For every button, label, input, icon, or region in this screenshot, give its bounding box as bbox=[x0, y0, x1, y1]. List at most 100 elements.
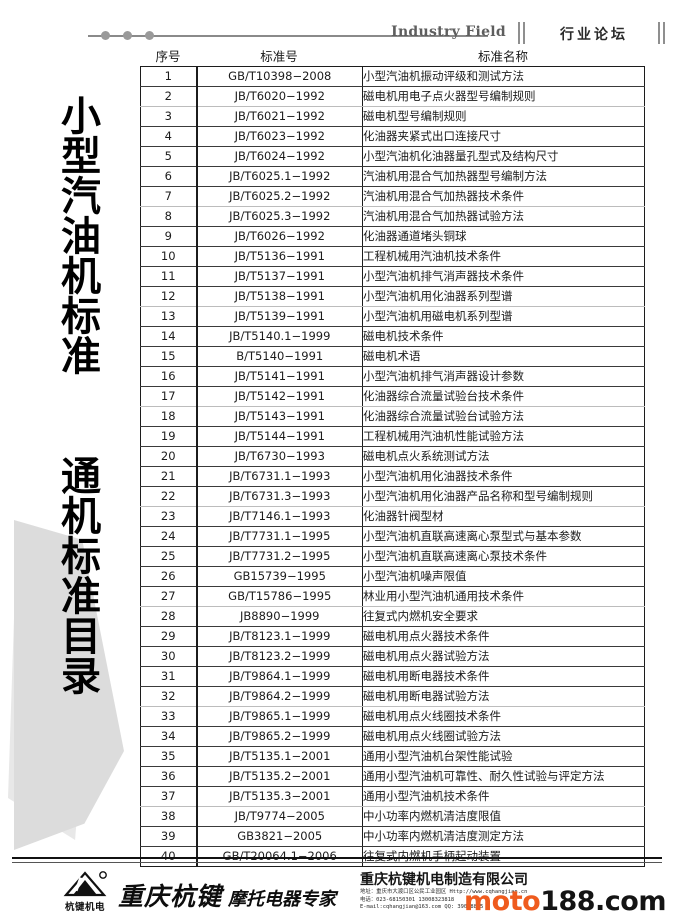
table-row: 8 JB/T6025.3−1992 汽油机用混合气加热器试验方法 bbox=[140, 206, 645, 227]
double-bar-divider-icon bbox=[518, 22, 526, 44]
dot-icon bbox=[123, 31, 132, 40]
cell-standard-name: 化油器通道堵头铜球 bbox=[362, 226, 645, 247]
cell-standard-code: JB/T5144−1991 bbox=[196, 426, 363, 447]
cell-standard-code: JB/T9864.2−1999 bbox=[196, 686, 363, 707]
cell-no: 21 bbox=[140, 466, 198, 487]
cell-no: 9 bbox=[140, 226, 198, 247]
cell-standard-name: 工程机械用汽油机技术条件 bbox=[362, 246, 645, 267]
standards-table-wrapper: 序号 标准号 标准名称 1 GB/T10398−2008 小型汽油机振动评级和测试方… bbox=[140, 46, 645, 867]
header-chinese-label: 行业论坛 bbox=[560, 27, 628, 43]
cell-standard-name: 林业用小型汽油机通用技术条件 bbox=[362, 586, 645, 607]
cell-no: 34 bbox=[140, 726, 198, 747]
page-footer: 杭键机电 重庆杭键 摩托电器专家 moto188.com bbox=[0, 855, 674, 921]
table-row: 14 JB/T5140.1−1999 磁电机技术条件 bbox=[140, 326, 645, 347]
table-row: 2 JB/T6020−1992 磁电机用电子点火器型号编制规则 bbox=[140, 86, 645, 107]
table-row: 36 JB/T5135.2−2001 通用小型汽油机可靠性、耐久性试验与评定方法 bbox=[140, 766, 645, 787]
cell-standard-name: 磁电机用断电器技术条件 bbox=[362, 666, 645, 687]
column-header-name: 标准名称 bbox=[477, 49, 528, 64]
cell-standard-code: JB/T9774−2005 bbox=[196, 806, 363, 827]
cell-standard-code: B/T5140−1991 bbox=[196, 346, 363, 367]
cell-no: 7 bbox=[140, 186, 198, 207]
brand-main: 重庆杭键 bbox=[118, 882, 223, 911]
site-watermark: moto188.com bbox=[464, 887, 666, 917]
cell-standard-code: GB15739−1995 bbox=[196, 566, 363, 587]
table-row: 25 JB/T7731.2−1995 小型汽油机直联高速离心泵技术条件 bbox=[140, 546, 645, 567]
cell-standard-code: JB/T5138−1991 bbox=[196, 286, 363, 307]
table-row: 6 JB/T6025.1−1992 汽油机用混合气加热器型号编制方法 bbox=[140, 166, 645, 187]
cell-no: 11 bbox=[140, 266, 198, 287]
table-row: 21 JB/T6731.1−1993 小型汽油机用化油器技术条件 bbox=[140, 466, 645, 487]
cell-standard-code: JB/T9865.1−1999 bbox=[196, 706, 363, 727]
cell-standard-name: 工程机械用汽油机性能试验方法 bbox=[362, 426, 645, 447]
cell-standard-code: JB/T8123.2−1999 bbox=[196, 646, 363, 667]
company-address: 地址：重庆市大渡口区公民工业园区 Http://www.cqhangjian.c… bbox=[360, 889, 528, 895]
cell-standard-name: 磁电机用电子点火器型号编制规则 bbox=[362, 86, 645, 107]
table-row: 9 JB/T6026−1992 化油器通道堵头铜球 bbox=[140, 226, 645, 247]
cell-standard-code: JB/T9865.2−1999 bbox=[196, 726, 363, 747]
company-info-block: 重庆杭键机电制造有限公司 地址：重庆市大渡口区公民工业园区 Http://www… bbox=[360, 869, 610, 912]
header-english-label: Industry Field bbox=[391, 24, 506, 40]
company-email: E-mail:cqhangjian@163.com QQ: 39098815 bbox=[360, 904, 484, 911]
table-row: 13 JB/T5139−1991 小型汽油机用磁电机系列型谱 bbox=[140, 306, 645, 327]
cell-standard-code: JB/T6020−1992 bbox=[196, 86, 363, 107]
footer-rule-icon bbox=[12, 857, 662, 860]
cell-standard-code: JB/T6024−1992 bbox=[196, 146, 363, 167]
cell-standard-name: 小型汽油机振动评级和测试方法 bbox=[362, 66, 645, 87]
cell-standard-name: 通用小型汽油机可靠性、耐久性试验与评定方法 bbox=[362, 766, 645, 787]
standards-table: 1 GB/T10398−2008 小型汽油机振动评级和测试方法 2 JB/T6020−1… bbox=[140, 66, 645, 867]
cell-standard-name: 往复式内燃机手柄起动装置 bbox=[363, 849, 501, 863]
cell-no: 2 bbox=[140, 86, 198, 107]
cell-standard-name: 小型汽油机用磁电机系列型谱 bbox=[362, 306, 645, 327]
cell-no: 19 bbox=[140, 426, 198, 447]
cell-standard-name: 小型汽油机用化油器系列型谱 bbox=[362, 286, 645, 307]
cell-no: 29 bbox=[140, 626, 198, 647]
cell-no: 27 bbox=[140, 586, 198, 607]
cell-standard-name: 化油器夹紧式出口连接尺寸 bbox=[362, 126, 645, 147]
cell-standard-code: JB/T7731.1−1995 bbox=[196, 526, 363, 547]
cell-standard-code: GB/T15786−1995 bbox=[196, 586, 363, 607]
cell-standard-code: JB/T7731.2−1995 bbox=[196, 546, 363, 567]
table-row: 18 JB/T5143−1991 化油器综合流量试验台试验方法 bbox=[140, 406, 645, 427]
cell-standard-code: JB/T7146.1−1993 bbox=[196, 506, 363, 527]
table-row: 40 GB/T20064.1−2006 往复式内燃机手柄起动装置 bbox=[140, 846, 645, 867]
cell-no: 36 bbox=[140, 766, 198, 787]
table-row: 33 JB/T9865.1−1999 磁电机用点火线圈技术条件 bbox=[140, 706, 645, 727]
cell-no: 15 bbox=[140, 346, 198, 367]
cell-no: 40 bbox=[140, 846, 198, 867]
cell-no: 22 bbox=[140, 486, 198, 507]
table-row: 35 JB/T5135.1−2001 通用小型汽油机台架性能试验 bbox=[140, 746, 645, 767]
table-row: 10 JB/T5136−1991 工程机械用汽油机技术条件 bbox=[140, 246, 645, 267]
cell-no: 16 bbox=[140, 366, 198, 387]
cell-standard-code: JB/T5141−1991 bbox=[196, 366, 363, 387]
cell-standard-code: JB/T6026−1992 bbox=[196, 226, 363, 247]
cell-standard-code: JB/T6731.3−1993 bbox=[196, 486, 363, 507]
cell-standard-code: JB/T6025.2−1992 bbox=[196, 186, 363, 207]
cell-standard-code: JB/T6731.1−1993 bbox=[196, 466, 363, 487]
table-row: 39 GB3821−2005 中小功率内燃机清洁度测定方法 bbox=[140, 826, 645, 847]
cell-no: 39 bbox=[140, 826, 198, 847]
cell-standard-name: 小型汽油机排气消声器技术条件 bbox=[362, 266, 645, 287]
cell-standard-name: 磁电机点火系统测试方法 bbox=[362, 446, 645, 467]
double-bar-divider-icon bbox=[658, 22, 666, 44]
cell-standard-code: JB/T5143−1991 bbox=[196, 406, 363, 427]
cell-no: 14 bbox=[140, 326, 198, 347]
table-row: 31 JB/T9864.1−1999 磁电机用断电器技术条件 bbox=[140, 666, 645, 687]
cell-standard-name: 汽油机用混合气加热器技术条件 bbox=[362, 186, 645, 207]
cell-no: 18 bbox=[140, 406, 198, 427]
cell-standard-code: JB/T6025.1−1992 bbox=[196, 166, 363, 187]
cell-no: 33 bbox=[140, 706, 198, 727]
cell-standard-name: 通用小型汽油机技术条件 bbox=[362, 786, 645, 807]
table-row: 30 JB/T8123.2−1999 磁电机用点火器试验方法 bbox=[140, 646, 645, 667]
cell-standard-name: 化油器针阀型材 bbox=[362, 506, 645, 527]
table-row: 26 GB15739−1995 小型汽油机噪声限值 bbox=[140, 566, 645, 587]
cell-no: 12 bbox=[140, 286, 198, 307]
cell-standard-code: JB/T5136−1991 bbox=[196, 246, 363, 267]
company-logo: 杭键机电 bbox=[44, 871, 126, 915]
cell-no: 5 bbox=[140, 146, 198, 167]
page-title-line2: 通机标准目录 bbox=[54, 455, 100, 695]
watermark-188com: 188.com bbox=[540, 886, 666, 917]
cell-standard-name: 化油器综合流量试验台技术条件 bbox=[362, 386, 645, 407]
cell-no: 31 bbox=[140, 666, 198, 687]
column-header-code: 标准号 bbox=[260, 49, 298, 64]
cell-no: 32 bbox=[140, 686, 198, 707]
